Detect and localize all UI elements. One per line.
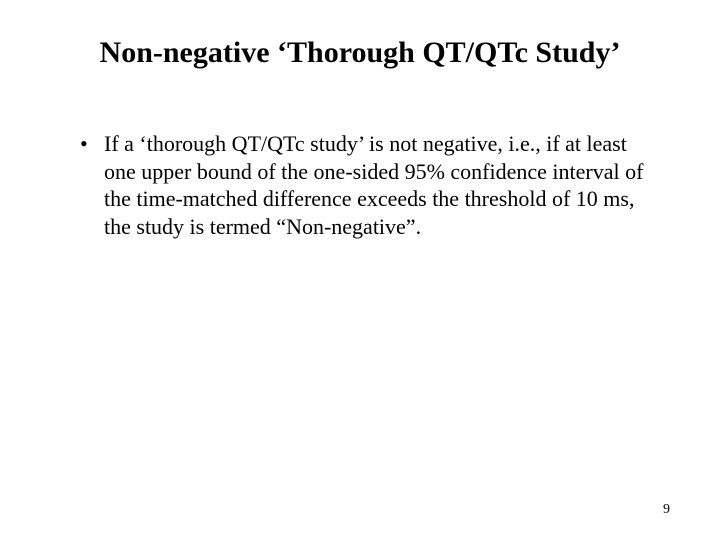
page-number: 9 [663,502,670,518]
bullet-text: If a ‘thorough QT/QTc study’ is not nega… [104,130,660,240]
slide-body: • If a ‘thorough QT/QTc study’ is not ne… [80,130,660,240]
slide-title: Non-negative ‘Thorough QT/QTc Study’ [0,36,720,70]
bullet-item: • If a ‘thorough QT/QTc study’ is not ne… [80,130,660,240]
slide: Non-negative ‘Thorough QT/QTc Study’ • I… [0,0,720,540]
bullet-marker: • [80,130,104,158]
